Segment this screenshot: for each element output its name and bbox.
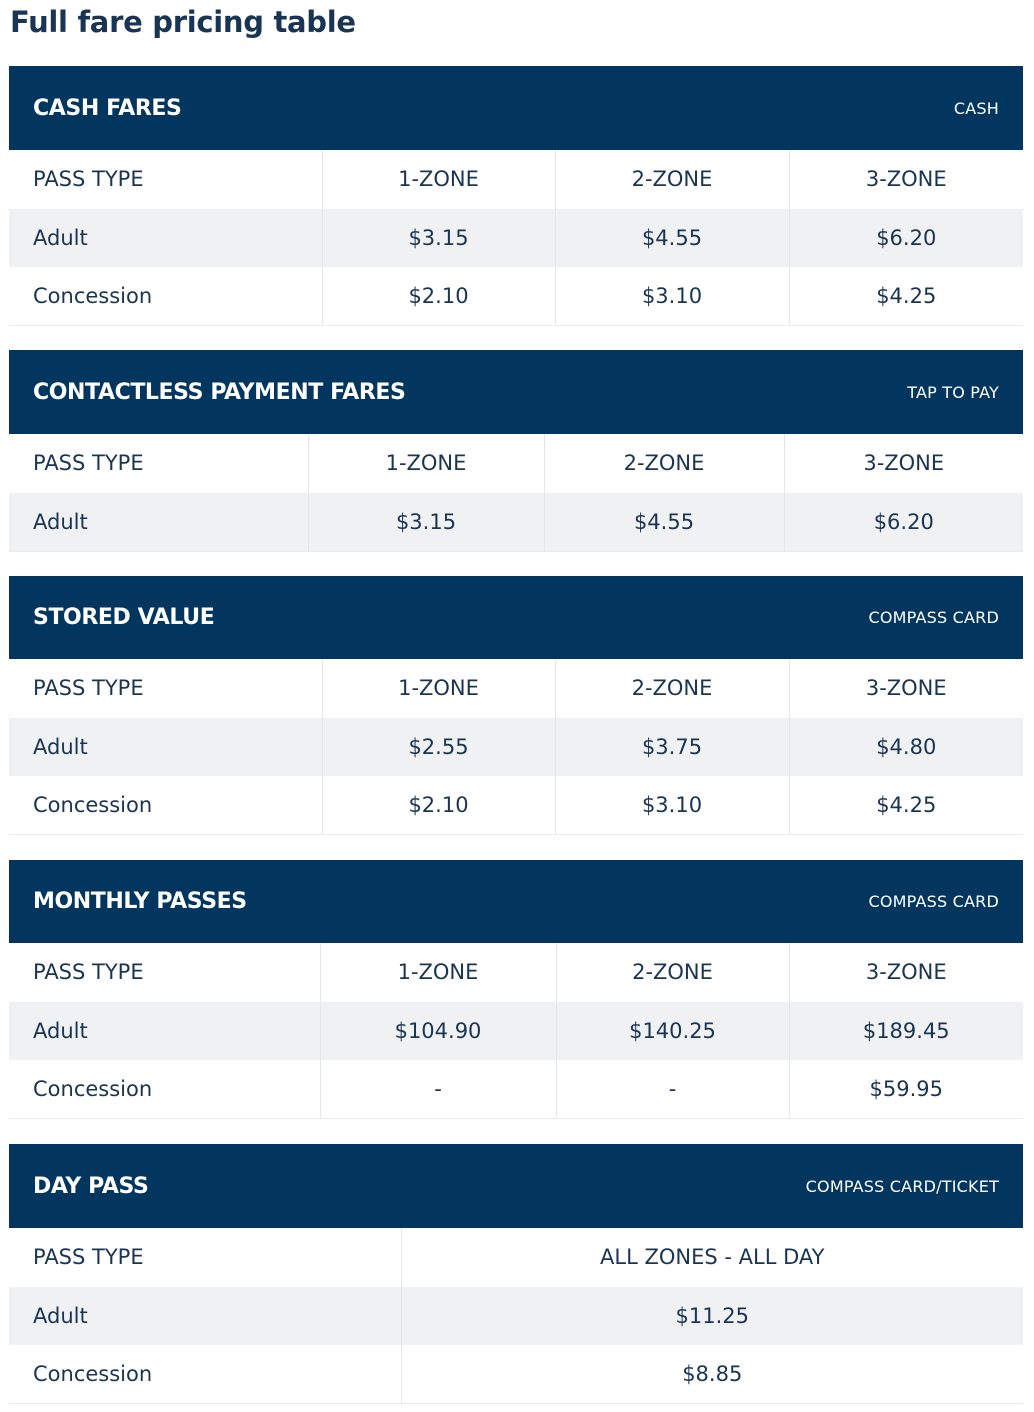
- fare-cell: $3.15: [308, 492, 545, 552]
- column-header: 3-ZONE: [863, 451, 945, 476]
- column-header: 2-ZONE: [544, 434, 785, 493]
- payment-method-label: COMPASS CARD/TICKET: [805, 1176, 999, 1196]
- pass-type-cell: Adult: [9, 1286, 402, 1345]
- column-header: 2-ZONE: [556, 943, 790, 1002]
- pass-type-cell: Adult: [9, 208, 323, 267]
- fare-cell: $4.80: [789, 717, 1023, 776]
- section-title: CONTACTLESS PAYMENT FARES: [33, 379, 406, 405]
- day-pass-section: DAY PASS COMPASS CARD/TICKET PASS TYPE A…: [9, 1144, 1023, 1404]
- pass-type-cell: Concession: [9, 267, 323, 326]
- fare-cell: $3.15: [322, 208, 556, 267]
- monthly-passes-section: MONTHLY PASSES COMPASS CARD PASS TYPE 1-…: [9, 860, 1023, 1119]
- pass-type-cell: Concession: [9, 1060, 321, 1119]
- day-pass-header: DAY PASS COMPASS CARD/TICKET: [9, 1144, 1023, 1228]
- column-header: 3-ZONE: [865, 960, 947, 985]
- column-header: 1-ZONE: [320, 943, 557, 1002]
- table-row: Concession - - $59.95: [9, 1060, 1023, 1119]
- table-row: Adult $3.15 $4.55 $6.20: [9, 208, 1023, 267]
- contactless-fares-section: CONTACTLESS PAYMENT FARES TAP TO PAY PAS…: [9, 350, 1023, 552]
- fare-cell: $3.75: [555, 717, 790, 776]
- monthly-passes-header: MONTHLY PASSES COMPASS CARD: [9, 860, 1023, 943]
- column-header: 1-ZONE: [322, 150, 556, 209]
- cash-fares-table: PASS TYPE 1-ZONE 2-ZONE 3-ZONE Adult $3.…: [9, 150, 1023, 326]
- table-row: Concession $2.10 $3.10 $4.25: [9, 267, 1023, 326]
- fare-cell: $59.95: [789, 1060, 1023, 1119]
- payment-method-label: COMPASS CARD: [868, 608, 999, 627]
- page-title: Full fare pricing table: [10, 5, 356, 39]
- pass-type-cell: Adult: [9, 717, 323, 776]
- contactless-fares-header: CONTACTLESS PAYMENT FARES TAP TO PAY: [9, 350, 1023, 434]
- table-row: Adult $3.15 $4.55 $6.20: [9, 492, 1023, 552]
- column-header: 2-ZONE: [555, 150, 790, 209]
- column-header: 1-ZONE: [308, 434, 545, 493]
- pass-type-cell: Concession: [9, 776, 323, 835]
- fare-cell: $4.25: [789, 267, 1023, 326]
- table-row: Concession $2.10 $3.10 $4.25: [9, 776, 1023, 835]
- table-row: Adult $11.25: [9, 1286, 1023, 1345]
- fare-cell: $8.85: [401, 1345, 1023, 1404]
- fare-cell: $4.25: [789, 776, 1023, 835]
- stored-value-section: STORED VALUE COMPASS CARD PASS TYPE 1-ZO…: [9, 576, 1023, 835]
- contactless-fares-table: PASS TYPE 1-ZONE 2-ZONE 3-ZONE Adult $3.…: [9, 434, 1023, 552]
- fare-cell: $189.45: [789, 1001, 1023, 1060]
- fare-cell: $11.25: [401, 1286, 1023, 1345]
- section-title: STORED VALUE: [33, 605, 215, 630]
- column-header: 1-ZONE: [322, 659, 556, 718]
- section-title: DAY PASS: [33, 1173, 149, 1199]
- column-header: PASS TYPE: [9, 150, 323, 209]
- column-header: PASS TYPE: [9, 434, 309, 493]
- column-header: 3-ZONE: [865, 676, 947, 701]
- payment-method-label: COMPASS CARD: [868, 892, 999, 911]
- fare-cell: $4.55: [555, 208, 790, 267]
- column-header: 3-ZONE: [865, 167, 947, 192]
- fare-cell: $6.20: [789, 208, 1023, 267]
- fare-cell: $2.10: [322, 776, 556, 835]
- payment-method-label: CASH: [953, 98, 999, 118]
- table-header-row: PASS TYPE 1-ZONE 2-ZONE 3-ZONE: [9, 434, 1023, 493]
- table-header-row: PASS TYPE 1-ZONE 2-ZONE 3-ZONE: [9, 943, 1023, 1002]
- fare-cell: $3.10: [555, 776, 790, 835]
- pass-type-cell: Adult: [9, 492, 309, 552]
- pass-type-cell: Adult: [9, 1001, 321, 1060]
- table-header-row: PASS TYPE 1-ZONE 2-ZONE 3-ZONE: [9, 659, 1023, 718]
- table-row: Adult $104.90 $140.25 $189.45: [9, 1001, 1023, 1060]
- column-header: PASS TYPE: [9, 1228, 402, 1287]
- fare-cell: $4.55: [544, 492, 785, 552]
- fare-cell: -: [556, 1060, 790, 1119]
- fare-cell: $3.10: [555, 267, 790, 326]
- column-header: PASS TYPE: [9, 659, 323, 718]
- table-header-row: PASS TYPE 1-ZONE 2-ZONE 3-ZONE: [9, 150, 1023, 209]
- fare-cell: $140.25: [556, 1001, 790, 1060]
- pass-type-cell: Concession: [9, 1345, 402, 1404]
- stored-value-header: STORED VALUE COMPASS CARD: [9, 576, 1023, 659]
- column-header: PASS TYPE: [9, 943, 321, 1002]
- payment-method-label: TAP TO PAY: [907, 382, 999, 402]
- column-header: ALL ZONES - ALL DAY: [600, 1245, 825, 1270]
- fare-cell: $2.10: [322, 267, 556, 326]
- section-title: CASH FARES: [33, 95, 182, 121]
- table-row: Adult $2.55 $3.75 $4.80: [9, 717, 1023, 776]
- fare-cell: $2.55: [322, 717, 556, 776]
- table-row: Concession $8.85: [9, 1345, 1023, 1404]
- stored-value-table: PASS TYPE 1-ZONE 2-ZONE 3-ZONE Adult $2.…: [9, 659, 1023, 835]
- day-pass-table: PASS TYPE ALL ZONES - ALL DAY Adult $11.…: [9, 1228, 1023, 1404]
- cash-fares-section: CASH FARES CASH PASS TYPE 1-ZONE 2-ZONE …: [9, 66, 1023, 326]
- fare-cell: $104.90: [320, 1001, 557, 1060]
- fare-cell: $6.20: [784, 492, 1023, 552]
- monthly-passes-table: PASS TYPE 1-ZONE 2-ZONE 3-ZONE Adult $10…: [9, 943, 1023, 1119]
- table-header-row: PASS TYPE ALL ZONES - ALL DAY: [9, 1228, 1023, 1287]
- section-title: MONTHLY PASSES: [33, 889, 247, 914]
- column-header: 2-ZONE: [555, 659, 790, 718]
- fare-cell: -: [320, 1060, 557, 1119]
- cash-fares-header: CASH FARES CASH: [9, 66, 1023, 150]
